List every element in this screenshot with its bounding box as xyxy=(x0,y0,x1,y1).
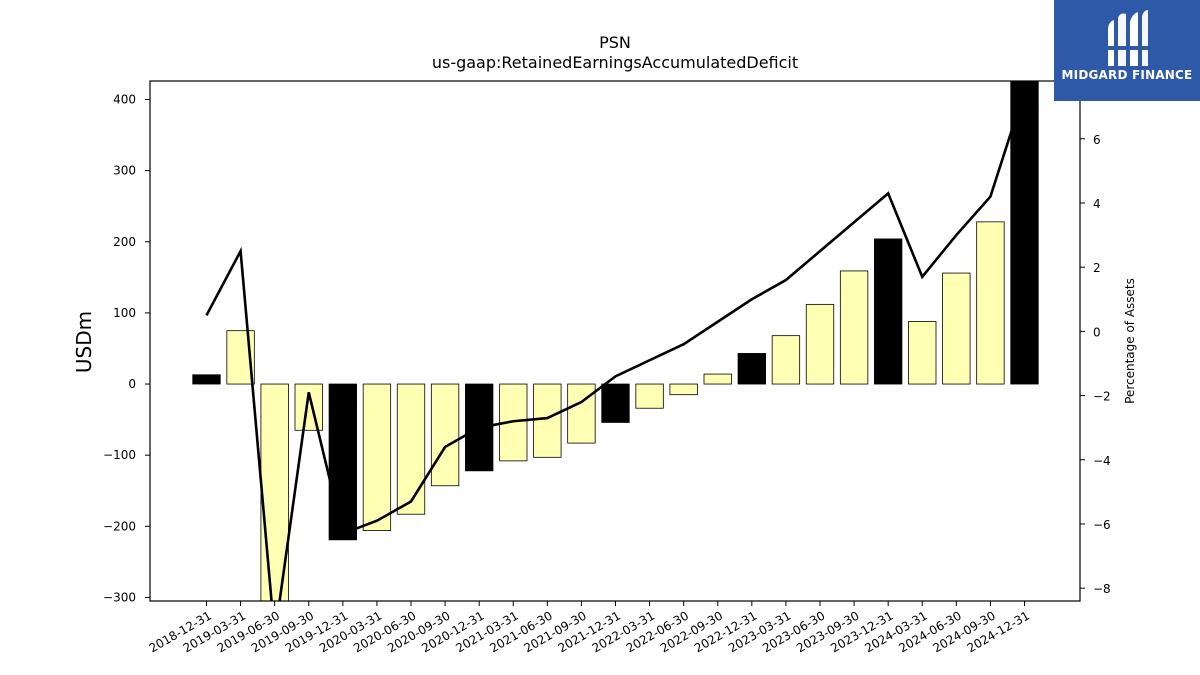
series-line xyxy=(205,90,1026,601)
bar xyxy=(1010,81,1039,385)
plot-area: −300−200−1000100200300400−8−6−4−20246201… xyxy=(103,80,1111,655)
bar xyxy=(908,321,937,385)
bar xyxy=(669,383,698,396)
bar xyxy=(601,383,630,423)
bar xyxy=(533,383,562,458)
bar xyxy=(294,383,323,431)
y-tick-label: −300 xyxy=(103,590,136,604)
y-tick-label: 100 xyxy=(113,306,136,320)
bar xyxy=(635,383,664,409)
bar xyxy=(703,373,732,385)
bar xyxy=(192,374,221,385)
bars-group xyxy=(192,81,1039,601)
y-axis-label: USDm xyxy=(72,311,96,373)
chart-subtitle: us-gaap:RetainedEarningsAccumulatedDefic… xyxy=(432,53,798,72)
logo: MIDGARD FINANCE xyxy=(1054,0,1200,101)
bar xyxy=(874,238,903,385)
y2-tick-label: −8 xyxy=(1093,582,1111,596)
midgard-logo-mark-icon xyxy=(1106,10,1150,66)
bar xyxy=(771,335,801,385)
bar xyxy=(737,353,766,385)
bar xyxy=(976,221,1005,385)
bar xyxy=(260,383,289,601)
y2-tick-label: 0 xyxy=(1093,325,1101,339)
y-tick-label: 400 xyxy=(113,92,136,106)
bar xyxy=(396,383,426,515)
bar xyxy=(328,383,357,541)
chart-title: PSN xyxy=(599,33,631,52)
y-tick-label: −100 xyxy=(103,448,136,462)
y2-tick-label: 2 xyxy=(1093,261,1101,275)
y2-tick-label: −6 xyxy=(1093,518,1111,532)
y-tick-label: 300 xyxy=(113,164,136,178)
y2-axis-label: Percentage of Assets xyxy=(1123,278,1137,404)
y-tick-label: 200 xyxy=(113,235,136,249)
y2-tick-label: 4 xyxy=(1093,197,1101,211)
y-tick-label: −200 xyxy=(103,519,136,533)
bar xyxy=(430,383,460,487)
y2-tick-label: 6 xyxy=(1093,133,1101,147)
bar xyxy=(567,383,596,444)
y2-tick-label: −2 xyxy=(1093,390,1111,404)
bar xyxy=(805,303,835,385)
y2-tick-label: −4 xyxy=(1093,454,1111,468)
bar xyxy=(839,270,869,385)
bar xyxy=(942,272,971,385)
bar xyxy=(362,383,392,531)
y-tick-label: 0 xyxy=(128,377,136,391)
logo-text: MIDGARD FINANCE xyxy=(1061,68,1193,82)
